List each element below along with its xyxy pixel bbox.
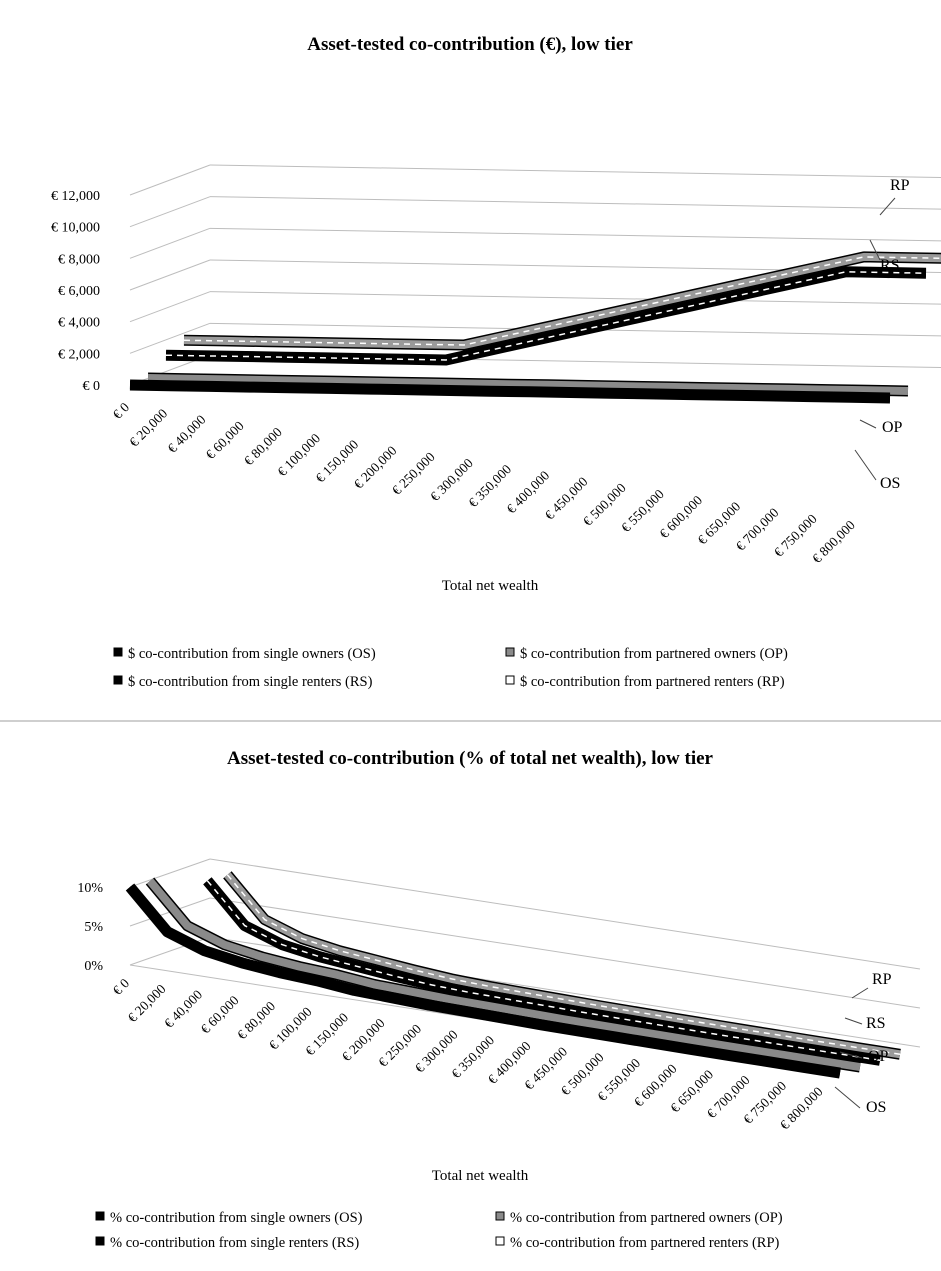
top-grid-left-4 [129,227,211,259]
top-xtick-label: € 20,000 [126,406,170,450]
top-grid-left-5 [129,196,211,228]
top-ytick-label: € 12,000 [51,189,100,204]
bottom-legend-marker [495,1211,505,1221]
bottom-series-label-op: OP [868,1048,889,1065]
top-grid-back-5 [209,196,941,210]
top-series-label-os: OS [880,475,900,492]
top-xtick-label: € 0 [110,399,133,422]
bottom-series-dash-rs [206,880,881,1062]
top-grid-left-3 [129,259,211,291]
top-grid-back-6 [209,164,941,179]
bottom-series-dash-rp [226,874,901,1056]
bottom-legend-item: % co-contribution from partnered renters… [495,1235,780,1251]
top-leader-os [854,449,877,481]
bottom-title: Asset-tested co-contribution (% of total… [227,748,714,769]
top-series-op [147,372,909,397]
top-ytick-label: € 4,000 [58,316,100,331]
top-grid-left-6 [129,164,211,196]
bottom-legend-marker [495,1236,505,1246]
chart-top-svg: Asset-tested co-contribution (€), low ti… [51,34,941,690]
top-series-dash-rs [165,271,927,361]
bottom-ytick-label: 10% [77,881,103,896]
bottom-series-label-os: OS [866,1099,886,1116]
bottom-legend-label: % co-contribution from single owners (OS… [110,1210,363,1226]
top-legend-label: $ co-contribution from single renters (R… [128,674,373,690]
top-series-label-op: OP [882,419,903,436]
top-series-dash-rp [183,256,941,346]
bottom-legend-label: % co-contribution from single renters (R… [110,1235,359,1251]
bottom-legend-item: % co-contribution from single renters (R… [95,1235,359,1251]
bottom-leader-rp [851,987,869,999]
bottom-series-rs [203,877,881,1066]
bottom-leader-op [839,1051,863,1059]
top-grid-left-1 [129,322,211,354]
bottom-series-line-op [146,878,861,1072]
top-legend-label: $ co-contribution from single owners (OS… [128,646,376,662]
top-ytick-label: € 10,000 [51,221,100,236]
top-title: Asset-tested co-contribution (€), low ti… [307,34,633,55]
bottom-series-line-os [126,884,841,1078]
top-grid-back-2 [209,291,941,305]
top-series-rs [165,266,927,366]
top-ytick-label: € 6,000 [58,284,100,299]
bottom-xtick-label: € 0 [110,975,133,998]
top-series-os [129,379,891,404]
bottom-legend-marker [95,1236,105,1246]
top-leader-op [859,419,877,429]
top-grid-back-4 [209,227,941,242]
chart-bottom-svg: Asset-tested co-contribution (% of total… [77,748,921,1251]
top-legend-label: $ co-contribution from partnered renters… [520,674,785,690]
bottom-ytick-label: 5% [84,920,103,935]
bottom-leader-rs [844,1017,863,1025]
top-xtick-label: € 40,000 [165,412,209,456]
top-legend-marker [505,647,515,657]
bottom-series-op [145,877,861,1073]
top-xtick-label: € 60,000 [203,418,247,462]
bottom-xaxis-title: Total net wealth [432,1168,529,1184]
bottom-legend-label: % co-contribution from partnered owners … [510,1210,783,1226]
top-legend-marker [505,675,515,685]
top-legend-item: $ co-contribution from single owners (OS… [113,646,376,662]
bottom-legend-item: % co-contribution from partnered owners … [495,1210,783,1226]
top-series-label-rp: RP [890,177,910,194]
bottom-grid-back-1 [209,897,921,1009]
bottom-legend-label: % co-contribution from partnered renters… [510,1235,780,1251]
top-series-label-rs: RS [880,257,900,274]
top-series-line-op [147,374,909,395]
chart-panel-bottom: Asset-tested co-contribution (% of total… [0,722,941,1271]
bottom-series-label-rp: RP [872,971,892,988]
bottom-legend-item: % co-contribution from single owners (OS… [95,1210,363,1226]
top-xtick-label: € 80,000 [241,424,285,468]
top-ytick-label: € 0 [83,379,101,394]
top-legend-item: $ co-contribution from partnered owners … [505,646,788,662]
bottom-leader-os [834,1086,861,1109]
bottom-ytick-label: 0% [84,959,103,974]
top-legend-marker [113,647,123,657]
top-xaxis-title: Total net wealth [442,578,539,594]
bottom-series-os [125,883,841,1079]
top-leader-rp [879,197,896,216]
top-legend-item: $ co-contribution from partnered renters… [505,674,785,690]
top-ytick-label: € 2,000 [58,347,100,362]
top-series-line-os [129,381,891,402]
top-legend-item: $ co-contribution from single renters (R… [113,674,373,690]
bottom-series-label-rs: RS [866,1015,886,1032]
bottom-grid-back-2 [209,858,921,970]
top-legend-label: $ co-contribution from partnered owners … [520,646,788,662]
top-ytick-label: € 8,000 [58,252,100,267]
top-series-rp [183,251,941,351]
top-leader-rs [869,239,881,261]
top-grid-left-2 [129,291,211,323]
bottom-series-rp [223,871,901,1060]
bottom-grid-left-2 [129,858,211,888]
chart-panel-top: Asset-tested co-contribution (€), low ti… [0,34,941,722]
top-legend-marker [113,675,123,685]
bottom-legend-marker [95,1211,105,1221]
